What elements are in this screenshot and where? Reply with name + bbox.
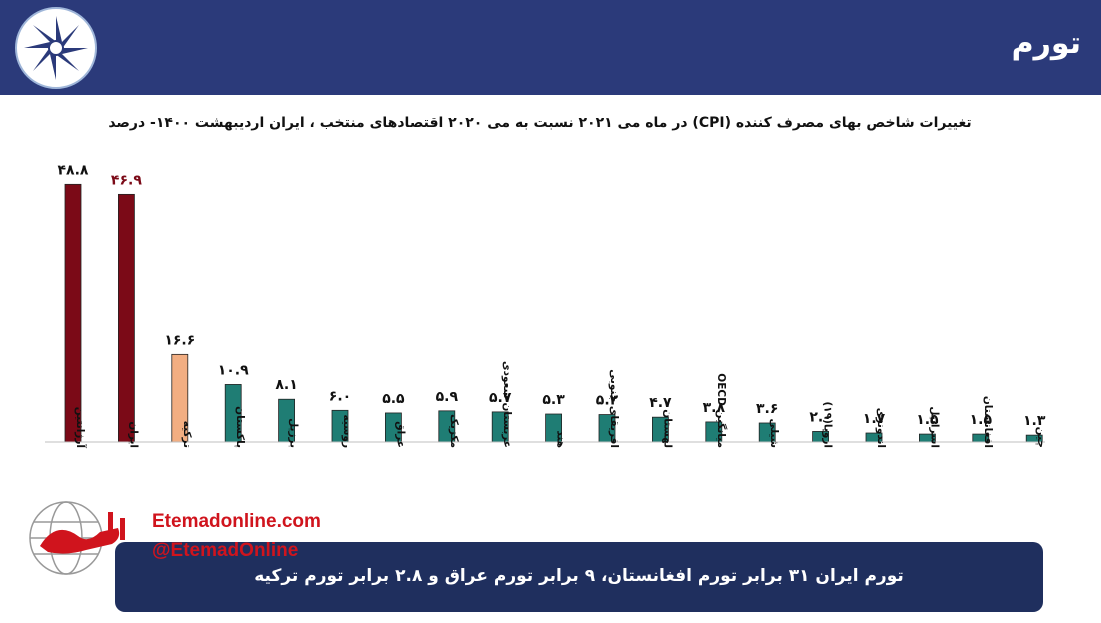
- value-label-14: ۳.۶: [756, 401, 778, 417]
- value-label-11: ۵.۲: [596, 393, 619, 409]
- value-label-15: ۲.۰: [809, 409, 831, 425]
- value-label-18: ۱.۵: [970, 412, 993, 428]
- category-label-12: لهستان: [661, 409, 673, 448]
- labels-group: ۴۸.۸ آرژانتین ۴۶.۹ ایران ۱۶.۶ ترکیه ۱۰.۹ پاکستا…: [58, 162, 1048, 448]
- cpi-bar-chart: ۴۸.۸ آرژانتین ۴۶.۹ ایران ۱۶.۶ ترکیه ۱۰.۹ پاکستا…: [45, 162, 1048, 448]
- value-label-10: ۵.۳: [542, 392, 565, 408]
- category-label-2: ایران: [127, 421, 139, 448]
- category-label-19: چین: [1035, 427, 1047, 448]
- category-label-10: هند: [555, 430, 567, 448]
- value-label-5: ۸.۱: [275, 377, 297, 393]
- note-box: [115, 542, 1043, 612]
- value-label-8: ۵.۹: [436, 389, 459, 405]
- value-label-19: ۱.۳: [1023, 413, 1046, 429]
- header-title: تورم: [1011, 26, 1081, 61]
- etemad-watermark-logo-icon: [29, 501, 125, 575]
- value-label-6: ۶.۰: [329, 388, 351, 404]
- bars-group: [64, 183, 1043, 443]
- watermark-site: Etemadonline.com: [152, 511, 321, 532]
- note-text: تورم ایران ۳۱ برابر تورم افغانستان، ۹ بر…: [254, 566, 904, 586]
- value-label-4: ۱۰.۹: [218, 362, 249, 378]
- watermark-handle: @EtemadOnline: [152, 540, 299, 561]
- value-label-16: ۱.۷: [863, 411, 886, 427]
- header-bar: تورم: [0, 0, 1101, 95]
- category-label-16: اندونزی: [875, 408, 887, 448]
- value-label-1: ۴۸.۸: [58, 162, 89, 178]
- category-label-9: عربستان سعودی: [501, 361, 513, 448]
- category-label-4: پاکستان: [234, 406, 246, 448]
- value-label-17: ۱.۵: [916, 412, 939, 428]
- value-label-12: ۴.۷: [649, 395, 672, 411]
- value-label-7: ۵.۵: [382, 391, 405, 407]
- category-label-18: افغانستان: [982, 396, 994, 448]
- value-label-9: ۵.۷: [489, 390, 512, 406]
- bar-2: [118, 193, 135, 443]
- category-label-17: اسرائیل: [928, 406, 940, 448]
- category-label-7: عراق: [394, 421, 406, 448]
- category-label-13: میانگین OECD: [715, 373, 728, 448]
- category-label-6: روسیه: [341, 414, 353, 448]
- value-label-3: ۱۶.۶: [164, 332, 195, 348]
- chart-title: تغییرات شاخص بهای مصرف کننده (CPI) در ما…: [108, 115, 972, 131]
- organization-logo-icon: [15, 7, 97, 89]
- category-label-3: ترکیه: [181, 421, 193, 448]
- category-label-8: مکزیک: [448, 414, 460, 448]
- category-label-1: آرژانتین: [74, 407, 87, 449]
- value-label-13: ۳.۸: [703, 400, 726, 416]
- value-label-2: ۴۶.۹: [111, 172, 142, 188]
- category-label-11: افریقای جنوبی: [608, 369, 620, 448]
- category-label-15: اروپا(۱۹): [822, 402, 834, 449]
- bar-1: [64, 183, 82, 443]
- category-label-5: برزیل: [288, 418, 300, 448]
- category-label-14: شیلی: [768, 418, 780, 448]
